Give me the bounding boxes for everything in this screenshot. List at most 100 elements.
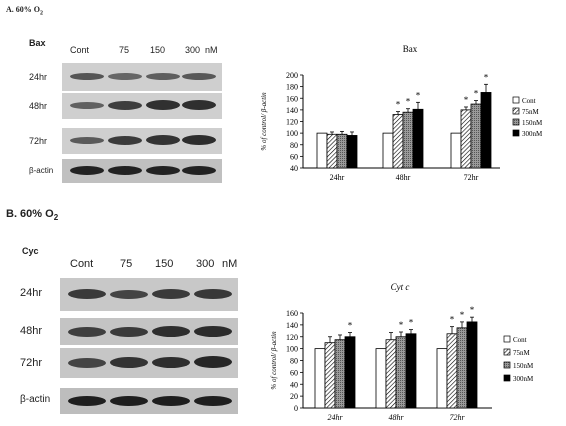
bar-75nm-72hr — [460, 109, 472, 169]
legend-label: Cont — [513, 336, 527, 344]
blot-band — [194, 289, 232, 299]
bar-75nm-24hr — [324, 342, 336, 409]
panel-b-blot-24hr — [60, 278, 238, 311]
blot-band — [146, 135, 180, 145]
panel-b-row-actin: β-actin — [20, 394, 51, 405]
panel-b-label-sub: 2 — [53, 213, 59, 223]
legend-label: 300nM — [513, 375, 534, 383]
y-tick-label: 140 — [286, 106, 298, 115]
y-tick-label: 120 — [286, 118, 298, 127]
panel-b-unit: nM — [222, 258, 238, 270]
bar-cont-24hr — [314, 348, 326, 409]
legend-swatch — [512, 129, 520, 137]
legend-swatch — [503, 374, 511, 382]
panel-a-row-actin: β-actin — [29, 166, 54, 175]
panel-b-row-72hr: 72hr — [20, 357, 43, 369]
panel-a-row-48hr: 48hr — [29, 101, 48, 111]
y-tick-label: 200 — [286, 71, 298, 80]
blot-band — [70, 166, 104, 175]
bar-150nm-24hr — [336, 133, 348, 169]
blot-band — [68, 358, 106, 368]
bar-150nm-48hr — [402, 111, 414, 169]
y-tick-label: 180 — [286, 83, 298, 92]
blot-band — [152, 357, 190, 368]
y-tick-label: 100 — [286, 129, 298, 138]
bar-150nm-72hr — [456, 327, 468, 409]
y-tick-label: 120 — [286, 333, 298, 342]
legend-label: 150nM — [513, 362, 534, 370]
significance-marker: * — [406, 97, 411, 107]
y-tick-label: 0 — [294, 404, 298, 413]
panel-b-blot-actin — [60, 388, 238, 414]
significance-marker: * — [416, 90, 421, 100]
panel-b-protein: Cyc — [22, 246, 39, 256]
bar-75nm-48hr — [385, 339, 397, 409]
bar-150nm-24hr — [334, 339, 346, 409]
panel-b-blot-72hr — [60, 348, 238, 378]
blot-band — [68, 289, 106, 299]
blot-band — [110, 357, 148, 368]
cytc-chart-group: Cyt c % of control/ β-actin 0 20 40 60 80 100 12… — [270, 282, 534, 422]
significance-marker: * — [484, 72, 489, 82]
y-tick-label: 20 — [290, 392, 298, 401]
blot-band — [194, 396, 232, 406]
significance-marker: * — [474, 89, 479, 99]
blot-band — [70, 137, 104, 144]
bar-300nm-24hr — [344, 336, 356, 409]
panel-a-lane-2: 150 — [150, 45, 166, 55]
panel-a-label: A. 60% O2 — [6, 5, 43, 17]
legend-swatch — [503, 348, 511, 356]
bar-300nm-24hr — [346, 135, 358, 169]
blot-band — [70, 102, 104, 109]
blot-band — [194, 326, 232, 337]
legend-label: Cont — [522, 97, 536, 105]
blot-band — [108, 166, 142, 175]
legend-swatch — [503, 361, 511, 369]
panel-b-label: B. 60% O2 — [6, 208, 58, 222]
bar-cont-48hr — [382, 132, 394, 169]
blot-band — [110, 396, 148, 406]
x-category-label: 48hr — [396, 173, 411, 182]
y-tick-label: 100 — [286, 345, 298, 354]
panel-a-lane-1: 75 — [119, 45, 130, 55]
legend-swatch — [512, 118, 520, 126]
panel-b-label-text: B. 60% O — [6, 208, 54, 220]
bax-chart-group: Bax % of control/ β-actin 40 60 80 100 120 140 1… — [260, 44, 543, 182]
panel-a-label-sub: 2 — [40, 10, 43, 17]
panel-a-label-text: A. 60% O — [6, 5, 40, 14]
y-tick-label: 80 — [290, 357, 298, 366]
x-category-label: 24hr — [330, 173, 345, 182]
panel-b-blot-48hr — [60, 318, 238, 345]
x-category-label: 72hr — [464, 173, 479, 182]
blot-band — [182, 73, 216, 80]
blot-band — [108, 73, 142, 80]
significance-marker: * — [450, 315, 455, 325]
y-tick-label: 80 — [290, 141, 298, 150]
chart-title: Bax — [403, 44, 418, 54]
bar-75nm-24hr — [326, 133, 338, 169]
blot-band — [182, 100, 216, 110]
blot-band — [146, 73, 180, 80]
bar-150nm-48hr — [395, 336, 407, 409]
blot-band — [68, 327, 106, 337]
legend-swatch — [503, 335, 511, 343]
blot-band — [152, 396, 190, 406]
y-tick-label: 160 — [286, 94, 298, 103]
blot-band — [182, 166, 216, 175]
y-tick-label: 60 — [290, 368, 298, 377]
blot-band — [110, 290, 148, 299]
panel-a-row-72hr: 72hr — [29, 136, 48, 146]
panel-a-blot-72hr — [62, 128, 222, 154]
panel-a-blot-48hr — [62, 93, 222, 119]
panel-a-lane-3: 300 — [185, 45, 201, 55]
panel-a-protein: Bax — [29, 38, 46, 48]
significance-marker: * — [464, 95, 469, 105]
y-tick-label: 140 — [286, 321, 298, 330]
panel-a-row-24hr: 24hr — [29, 72, 48, 82]
panel-b-lane-2: 150 — [155, 258, 174, 270]
panel-a-unit: nM — [205, 45, 218, 55]
legend-label: 150nM — [522, 119, 543, 127]
blot-band — [182, 135, 216, 145]
bar-150nm-72hr — [470, 103, 482, 169]
